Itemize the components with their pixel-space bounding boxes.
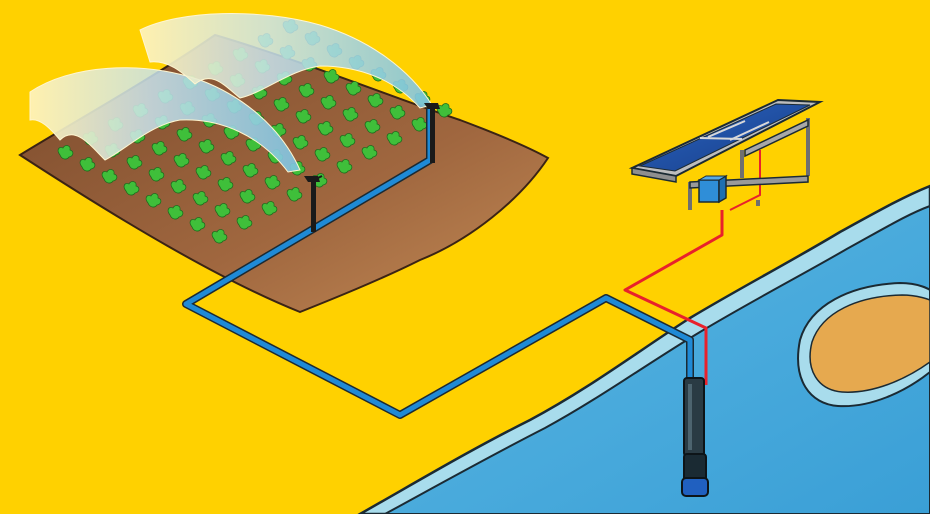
pump-controller-icon (697, 174, 728, 204)
crop-icon (286, 187, 303, 202)
crop-icon (239, 189, 256, 204)
crop-icon (236, 215, 253, 230)
crop-icon (195, 165, 212, 180)
power-cable (623, 150, 761, 385)
crop-icon (336, 159, 353, 174)
sprinkler-icon-2 (424, 103, 440, 163)
crop-icon (261, 201, 278, 216)
crop-icon (386, 131, 403, 146)
crop-icon (295, 109, 312, 124)
crop-icon (339, 133, 356, 148)
water-spray-left (29, 67, 301, 173)
crop-icon (273, 97, 290, 112)
sandbank-icon (797, 281, 930, 408)
crop-icon (145, 193, 162, 208)
crop-icon (389, 105, 406, 120)
crop-icon (320, 95, 337, 110)
crop-icon (148, 167, 165, 182)
crop-icon (189, 217, 206, 232)
crop-icon (176, 127, 193, 142)
crop-icon (79, 157, 96, 172)
sprinkler-icon (304, 175, 323, 232)
crop-icon (323, 69, 340, 84)
crop-icon (367, 93, 384, 108)
water-spray-right (139, 13, 433, 109)
crop-icon (211, 229, 228, 244)
crop-icon (364, 119, 381, 134)
crop-icon (173, 153, 190, 168)
crop-icon (298, 83, 315, 98)
crop-icon (361, 145, 378, 160)
crop-icon (101, 169, 118, 184)
crop-icon (317, 121, 334, 136)
crop-icon (345, 81, 362, 96)
crop-icon (214, 203, 231, 218)
crop-icon (167, 205, 184, 220)
crop-icon (198, 139, 215, 154)
crop-icon (292, 135, 309, 150)
river (357, 184, 930, 514)
solar-panel-icon (628, 98, 824, 210)
crop-icon (264, 175, 281, 190)
submersible-pump-icon (681, 377, 709, 497)
crop-icon (242, 163, 259, 178)
crop-icon (123, 181, 140, 196)
crop-icon (342, 107, 359, 122)
crop-icon (170, 179, 187, 194)
crop-icon (314, 147, 331, 162)
crop-icon (217, 177, 234, 192)
river-water (384, 204, 930, 514)
crop-icon (57, 145, 74, 160)
crop-icon (192, 191, 209, 206)
crop-icon (411, 117, 428, 132)
crop-icon (126, 155, 143, 170)
crop-icon (220, 151, 237, 166)
crop-icon (151, 141, 168, 156)
crop-icon (436, 103, 453, 118)
